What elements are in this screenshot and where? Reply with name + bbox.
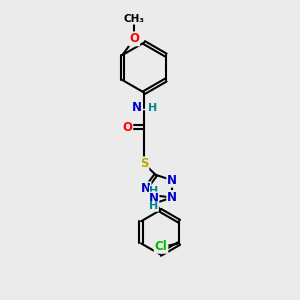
Text: S: S [140, 157, 148, 170]
Text: H: H [149, 186, 159, 196]
Text: N: N [141, 182, 151, 195]
Text: H: H [148, 103, 157, 113]
Text: N: N [167, 174, 177, 187]
Text: H: H [149, 201, 159, 212]
Text: N: N [132, 101, 142, 114]
Text: N: N [149, 192, 159, 205]
Text: O: O [129, 32, 139, 45]
Text: Cl: Cl [155, 240, 167, 253]
Text: CH₃: CH₃ [124, 14, 145, 24]
Text: N: N [167, 191, 177, 204]
Text: O: O [122, 121, 132, 134]
